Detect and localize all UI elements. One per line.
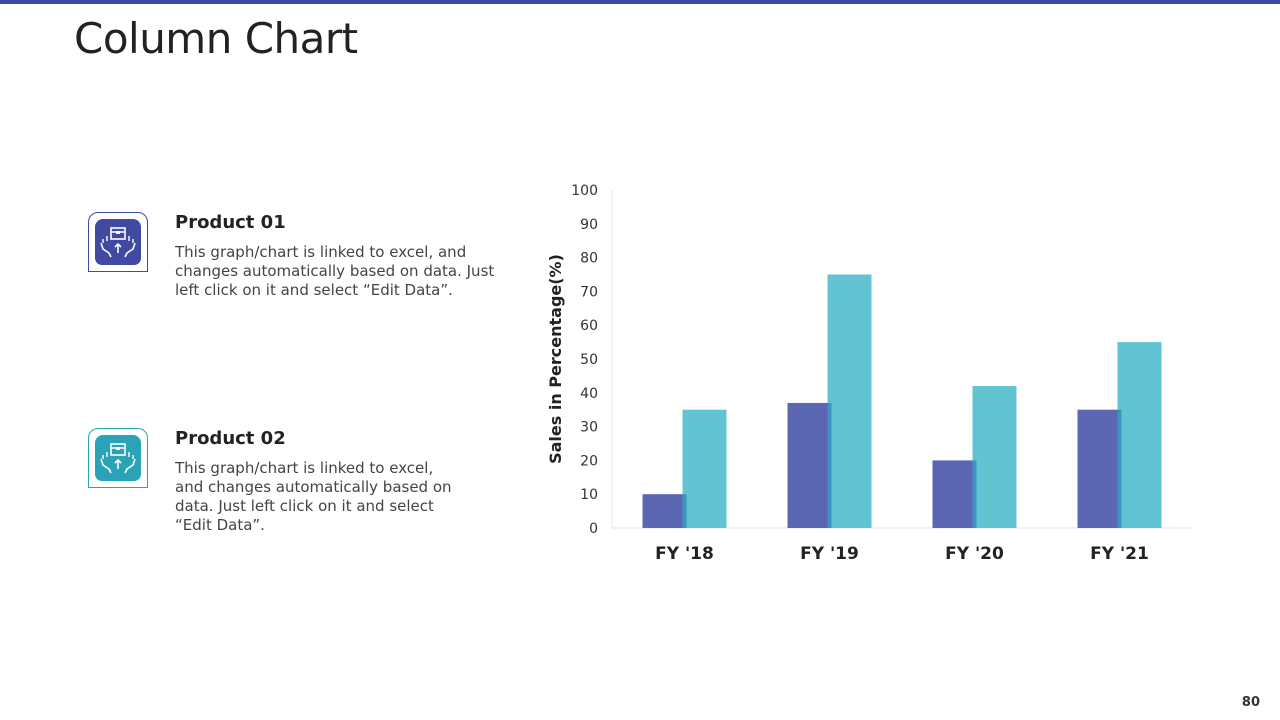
product-02-description: This graph/chart is linked to excel, and… bbox=[175, 459, 452, 534]
bar-overlap bbox=[682, 494, 687, 528]
page-title: Column Chart bbox=[74, 14, 358, 63]
y-axis-title: Sales in Percentage(%) bbox=[546, 254, 565, 464]
hands-holding-box-icon bbox=[95, 219, 141, 265]
y-tick-label: 20 bbox=[580, 453, 598, 469]
bar-product-02 bbox=[827, 274, 872, 528]
bar-product-02 bbox=[1117, 342, 1162, 528]
bar-product-01 bbox=[787, 402, 832, 528]
bar-product-02 bbox=[972, 386, 1017, 528]
page-number: 80 bbox=[1241, 695, 1260, 710]
y-tick-label: 70 bbox=[580, 284, 598, 300]
y-tick-label: 100 bbox=[571, 183, 598, 199]
bar-product-01 bbox=[642, 494, 687, 528]
y-tick-label: 0 bbox=[589, 521, 598, 537]
product-02-title: Product 02 bbox=[175, 428, 286, 449]
top-accent-bar bbox=[0, 0, 1280, 4]
product-01-title: Product 01 bbox=[175, 212, 286, 233]
y-tick-label: 60 bbox=[580, 318, 598, 334]
x-tick-label: FY '19 bbox=[800, 544, 859, 564]
product-01-description: This graph/chart is linked to excel, and… bbox=[175, 243, 495, 299]
y-tick-label: 10 bbox=[580, 487, 598, 503]
bar-product-01 bbox=[1077, 409, 1122, 528]
product-01-icon-frame bbox=[88, 212, 148, 272]
y-tick-label: 40 bbox=[580, 386, 598, 402]
bar-overlap bbox=[827, 402, 832, 528]
y-tick-label: 80 bbox=[580, 251, 598, 267]
bar-overlap bbox=[1117, 409, 1122, 528]
y-tick-label: 50 bbox=[580, 352, 598, 368]
product-02-icon-frame bbox=[88, 428, 148, 488]
bar-product-01 bbox=[932, 460, 977, 528]
y-tick-label: 90 bbox=[580, 217, 598, 233]
y-tick-label: 30 bbox=[580, 420, 598, 436]
x-tick-label: FY '20 bbox=[945, 544, 1004, 564]
bar-product-02 bbox=[682, 409, 727, 528]
x-tick-label: FY '21 bbox=[1090, 544, 1149, 564]
hands-holding-box-icon bbox=[95, 435, 141, 481]
column-chart: 0 10 20 30 40 50 60 70 80 90 100 Sales in Percentag… bbox=[546, 183, 1192, 564]
bar-overlap bbox=[972, 460, 977, 528]
x-tick-label: FY '18 bbox=[655, 544, 714, 564]
